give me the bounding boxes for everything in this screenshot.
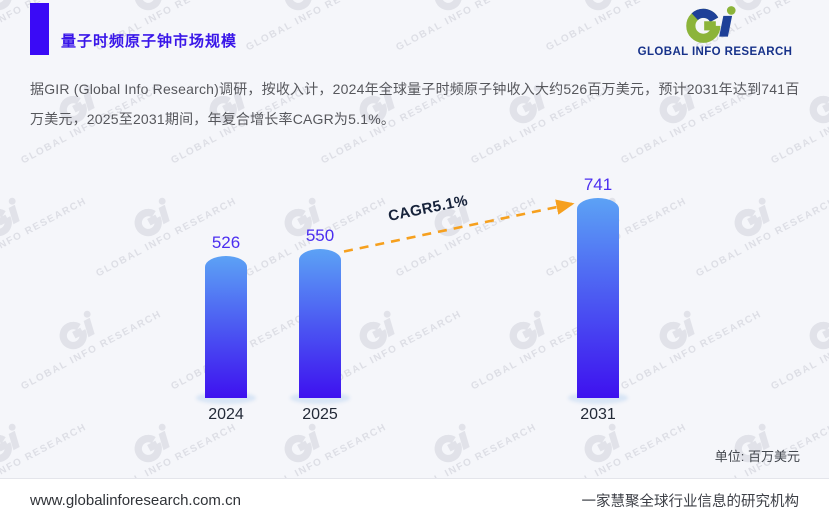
bar-category-label: 2031: [580, 406, 616, 423]
bar-chart: CAGR5.1% 526 2024 550 2025 741 2031: [0, 150, 829, 430]
summary-paragraph: 据GIR (Global Info Research)调研，按收入计，2024年…: [30, 81, 800, 127]
chart-bar-2024: [205, 256, 247, 398]
bar-category-label: 2024: [208, 406, 244, 423]
bar-value-label: 526: [211, 233, 241, 252]
bar-value-label: 741: [583, 175, 613, 194]
gi-logo-icon: [684, 5, 746, 45]
chart-bar-2031: [577, 198, 619, 398]
chart-bar-2025: [299, 249, 341, 398]
footer-tagline: 一家慧聚全球行业信息的研究机构: [581, 494, 800, 510]
brand-text: GLOBAL INFO RESEARCH: [637, 46, 793, 58]
footer: www.globalinforesearch.com.cn 一家慧聚全球行业信息…: [0, 478, 829, 522]
page-title: 量子时频原子钟市场规模: [61, 33, 238, 50]
bar-category-label: 2025: [302, 406, 338, 423]
cagr-arrow: [0, 150, 829, 430]
company-logo: GLOBAL INFO RESEARCH: [625, 5, 805, 58]
title-accent-bar: [30, 3, 49, 55]
unit-note: 单位: 百万美元: [714, 449, 800, 464]
bar-value-label: 550: [305, 226, 335, 245]
footer-website: www.globalinforesearch.com.cn: [30, 492, 241, 509]
